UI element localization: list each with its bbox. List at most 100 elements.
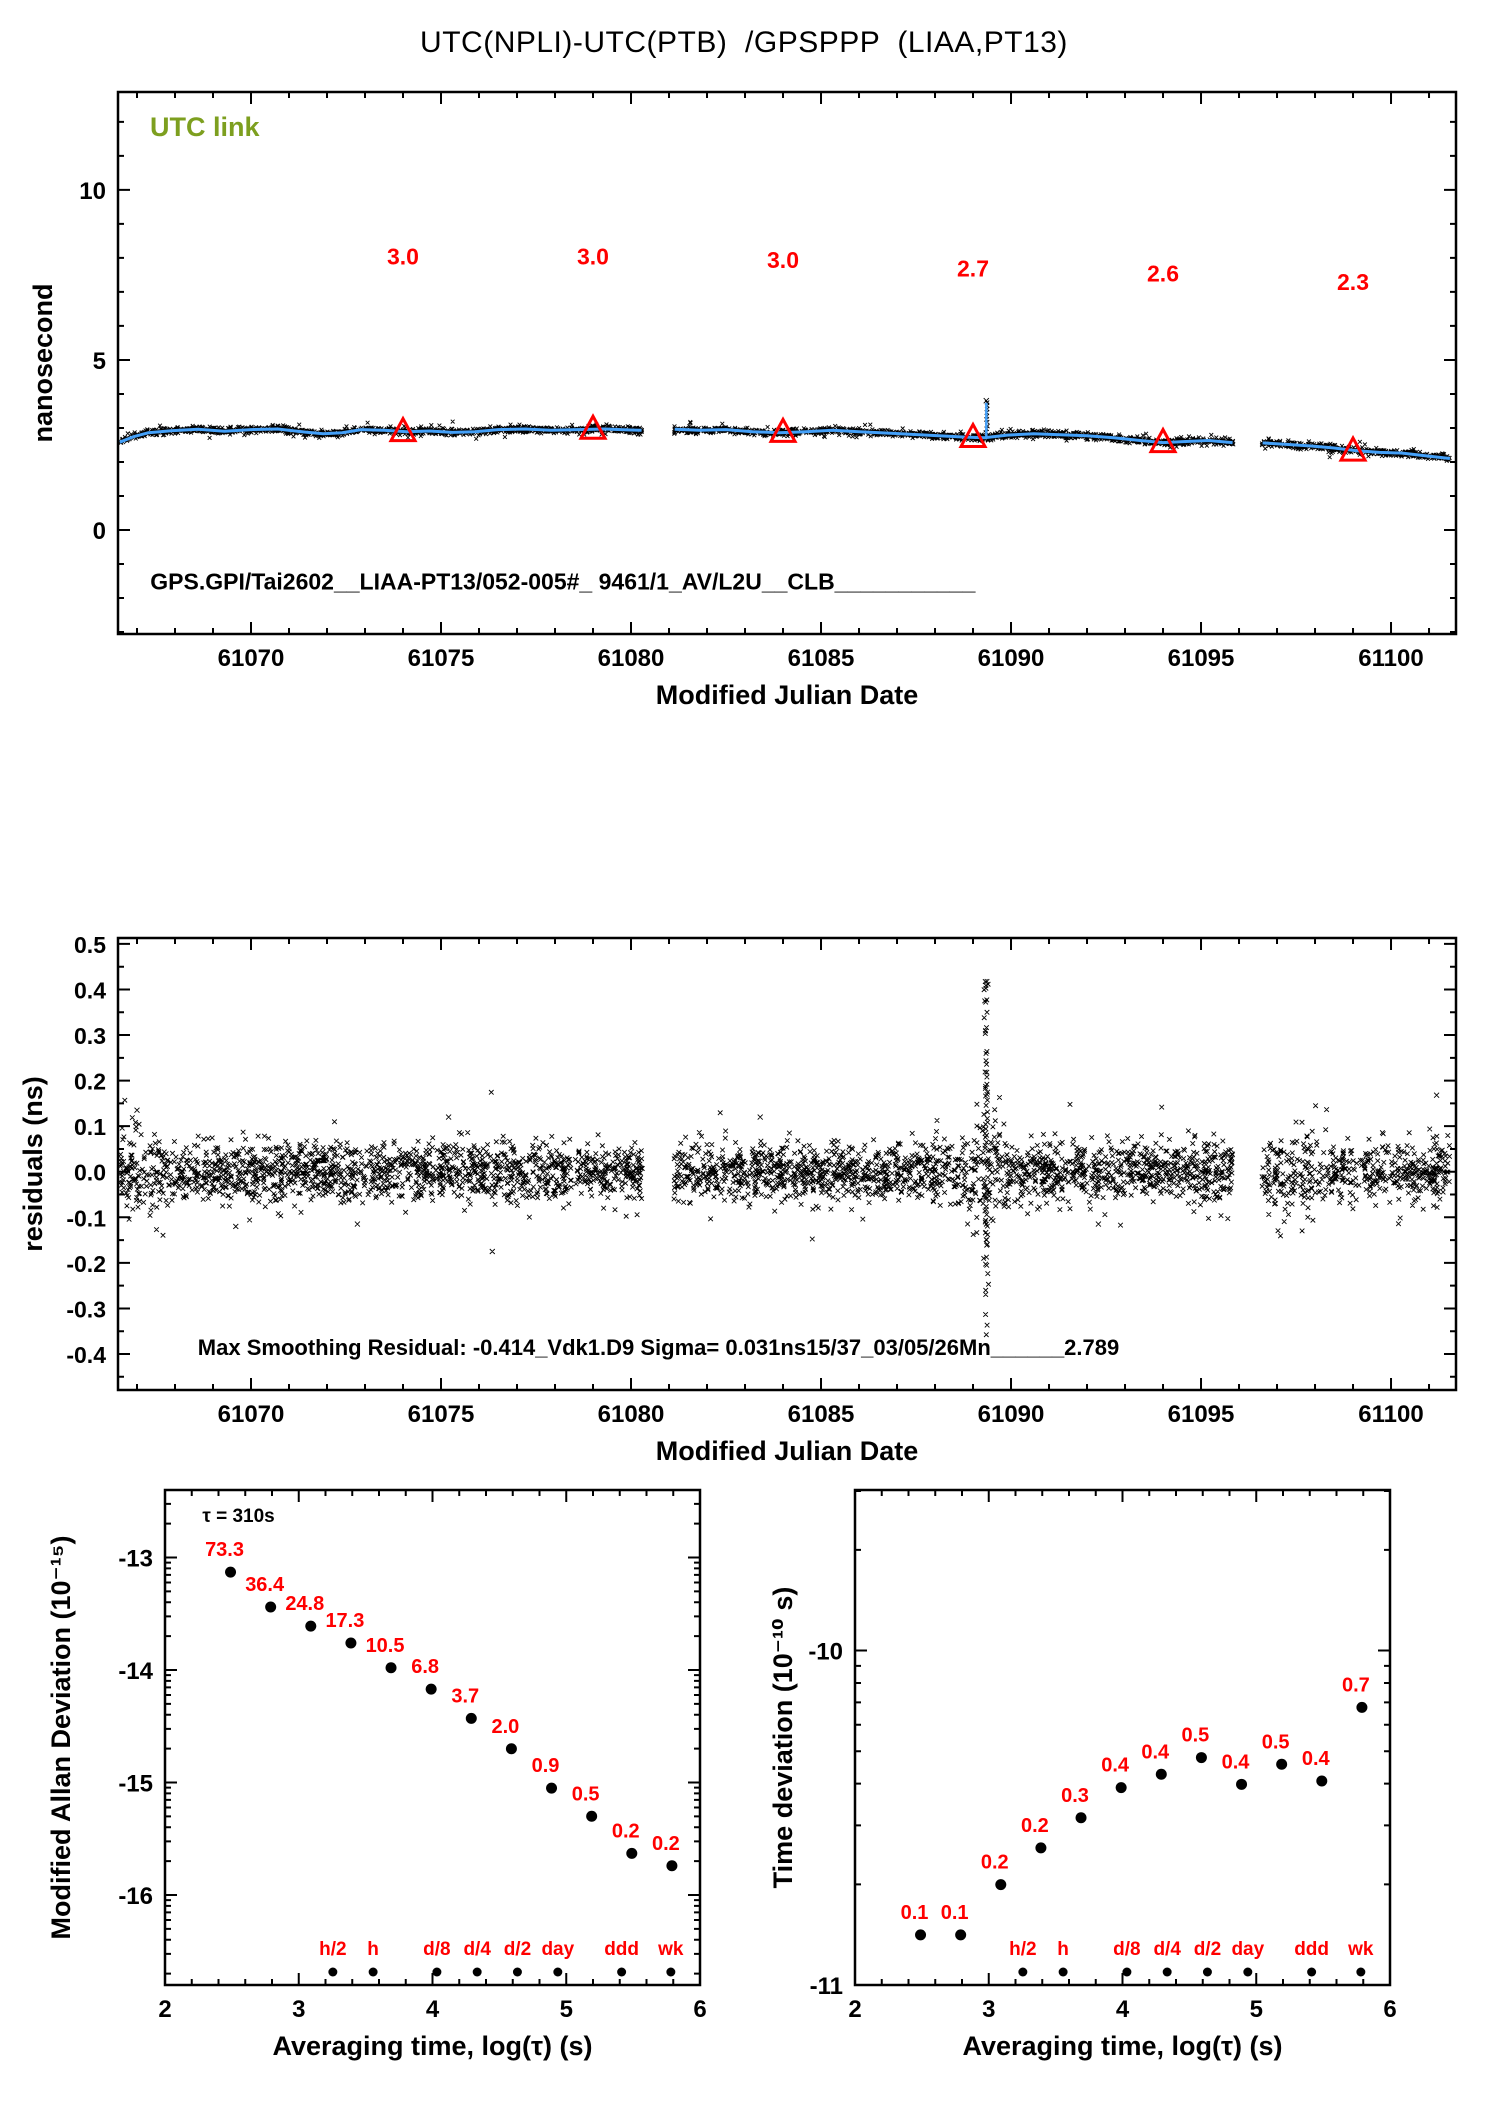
x-tick-label: 5 xyxy=(1250,1996,1263,2023)
time-marker-label: d/4 xyxy=(1153,1939,1181,1960)
time-marker-label: d/2 xyxy=(504,1939,531,1960)
time-marker-label: wk xyxy=(1347,1939,1374,1960)
mdev-point xyxy=(586,1810,598,1822)
tdev-point xyxy=(915,1929,927,1941)
x-tick-label: 61100 xyxy=(1358,645,1423,672)
tdev-point xyxy=(1356,1701,1368,1713)
y-tick-label: 5 xyxy=(93,348,106,375)
x-tick-label: 5 xyxy=(560,1996,573,2023)
chart-title: UTC(NPLI)-UTC(PTB) /GPSPPP (LIAA,PT13) xyxy=(420,26,1068,59)
y-tick-label: 0 xyxy=(93,518,106,545)
time-marker-label: d/4 xyxy=(463,1939,491,1960)
x-tick-label: 61080 xyxy=(598,1401,665,1428)
time-marker-label: h/2 xyxy=(1009,1939,1036,1960)
mdev-value-label: 0.5 xyxy=(572,1783,600,1805)
y-tick-label: -16 xyxy=(118,1883,153,1910)
calibration-value-label: 3.0 xyxy=(767,247,799,273)
calibration-triangle xyxy=(1148,426,1178,454)
x-tick-label: 61095 xyxy=(1168,1401,1235,1428)
calibration-value-label: 3.0 xyxy=(387,244,419,270)
x-tick-label: 61075 xyxy=(408,1401,475,1428)
y-tick-label: 0.2 xyxy=(74,1069,106,1095)
tdev-value-label: 0.1 xyxy=(941,1902,969,1924)
time-marker-dot xyxy=(666,1967,676,1977)
axis-frame xyxy=(853,1488,1392,1987)
y-tick-label: -0.1 xyxy=(66,1205,106,1231)
tick-marks xyxy=(118,92,1456,634)
y-tick-label: 0.5 xyxy=(74,932,106,958)
main-data xyxy=(118,397,1452,464)
x-tick-label: 4 xyxy=(426,1996,440,2023)
x-tick-label: 61100 xyxy=(1358,1401,1423,1428)
time-marker-dot xyxy=(1162,1967,1172,1977)
mdev-point xyxy=(626,1847,638,1859)
time-marker-label: day xyxy=(541,1939,574,1960)
mdev-value-label: 0.2 xyxy=(612,1820,640,1842)
measurement-scatter xyxy=(118,397,1452,464)
mdev-point xyxy=(425,1683,437,1695)
tick-marks xyxy=(118,938,1456,1390)
tdev-point xyxy=(1236,1778,1248,1790)
tdev-value-label: 0.4 xyxy=(1302,1748,1331,1770)
mdev-value-label: 73.3 xyxy=(205,1539,244,1561)
mdev-value-label: 24.8 xyxy=(285,1593,324,1615)
axis-frame xyxy=(163,1488,702,1987)
mdev-point xyxy=(225,1566,237,1578)
time-marker-dot xyxy=(553,1967,563,1977)
tdev-panel: h/2 h d/8 d/4 d/2 day ddd wk 0.1 0.1 0.2 0.2 0.3 0.4 0… xyxy=(768,1488,1397,2061)
x-axis-title: Modified Julian Date xyxy=(656,680,919,710)
x-tick-label: 6 xyxy=(693,1996,706,2023)
x-axis-title: Modified Julian Date xyxy=(656,1436,919,1466)
y-tick-label: -0.4 xyxy=(66,1342,106,1368)
calibration-triangle xyxy=(388,415,418,443)
y-tick-label: -11 xyxy=(810,1973,843,2000)
tdev-value-label: 0.3 xyxy=(1061,1785,1089,1807)
calibration-value-label: 2.3 xyxy=(1337,269,1369,295)
mdev-value-label: 17.3 xyxy=(325,1610,364,1632)
residual-annotation: Max Smoothing Residual: -0.414_Vdk1.D9 S… xyxy=(198,1335,1119,1360)
tau-note: τ = 310s xyxy=(202,1506,274,1527)
time-marker-label: wk xyxy=(657,1939,684,1960)
calibration-triangle xyxy=(958,421,988,448)
x-tick-label: 2 xyxy=(158,1996,171,2023)
axis-frame xyxy=(116,936,1458,1392)
residuals-panel: Max Smoothing Residual: -0.414_Vdk1.D9 S… xyxy=(18,932,1458,1466)
smoothed-line xyxy=(1262,441,1451,460)
x-axis-title: Averaging time, log(τ) (s) xyxy=(962,2031,1282,2061)
tdev-value-label: 0.5 xyxy=(1182,1725,1210,1747)
mdev-value-label: 0.2 xyxy=(652,1833,680,1855)
time-marker-dot xyxy=(1202,1967,1212,1977)
y-axis-title: Time deviation (10⁻¹⁰ s) xyxy=(768,1587,798,1889)
mdev-value-label: 2.0 xyxy=(492,1716,520,1738)
y-tick-label: -15 xyxy=(118,1771,153,1798)
tdev-value-label: 0.4 xyxy=(1141,1741,1170,1763)
calibration-value-label: 3.0 xyxy=(577,244,609,270)
calibration-value-label: 2.7 xyxy=(957,256,989,282)
time-marker-label: ddd xyxy=(1294,1939,1329,1960)
time-marker-dot xyxy=(432,1967,442,1977)
x-tick-label: 4 xyxy=(1116,1996,1130,2023)
y-tick-label: 0.0 xyxy=(74,1160,106,1186)
x-tick-label: 3 xyxy=(292,1996,305,2023)
time-marker-label: d/2 xyxy=(1194,1939,1221,1960)
mdev-point xyxy=(465,1712,477,1724)
tdev-value-label: 0.5 xyxy=(1262,1731,1290,1753)
smoothed-line xyxy=(119,427,642,444)
time-marker-dot xyxy=(512,1967,522,1977)
dataset-annotation: GPS.GPI/Tai2602__LIAA-PT13/052-005#_ 946… xyxy=(150,568,975,594)
x-tick-label: 61095 xyxy=(1168,645,1235,672)
mdev-point xyxy=(666,1860,678,1872)
time-marker-dot xyxy=(1356,1967,1366,1977)
mdev-point xyxy=(305,1620,317,1632)
time-marker-label: day xyxy=(1231,1939,1264,1960)
smoothed-line xyxy=(674,427,1233,445)
tdev-point xyxy=(1115,1782,1127,1794)
y-axis-title: residuals (ns) xyxy=(18,1076,48,1252)
main-panel: 3.0 3.0 3.0 2.7 2.6 2.3 UTC link GPS.GPI/Tai260… xyxy=(28,90,1458,710)
residuals-data xyxy=(118,978,1453,1338)
tdev-point xyxy=(1316,1775,1328,1787)
y-tick-label: -10 xyxy=(808,1639,843,1666)
x-tick-label: 61085 xyxy=(788,1401,855,1428)
